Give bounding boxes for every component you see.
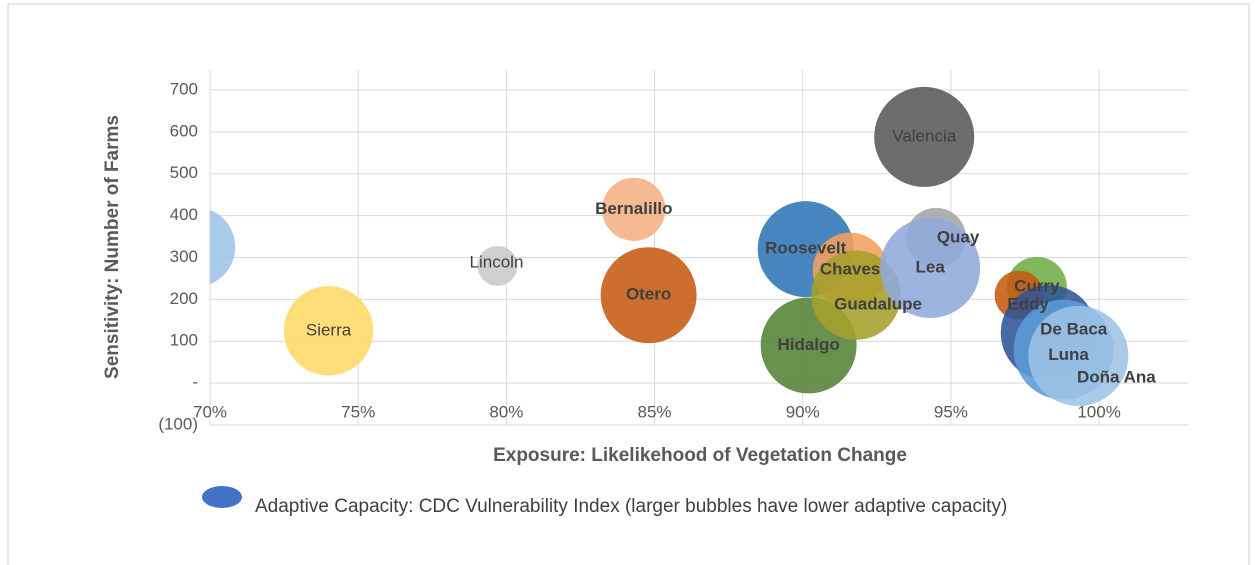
bubble-label: Curry [1014,276,1060,295]
legend-swatch [202,486,242,508]
bubble-label: Hidalgo [777,335,839,354]
y-tick-label: 100 [170,331,198,350]
x-tick-label: 95% [934,402,968,421]
y-tick-label: - [192,373,198,392]
bubble-label: Bernalillo [595,199,672,218]
bubble-label: De Baca [1040,319,1108,338]
x-tick-label: 85% [638,402,672,421]
y-tick-label: (100) [158,414,198,433]
bubble [811,250,901,340]
bubble [600,247,697,344]
bubble-label: Eddy [1007,295,1049,314]
bubble-label: Chaves [820,260,880,279]
bubble-label: Valencia [892,126,956,145]
bubble [210,209,236,285]
bubble-label: Lincoln [470,252,524,271]
bubble-label: Otero [626,285,671,304]
bubble-label: Quay [937,227,980,246]
bubble-label: Lea [916,257,946,276]
x-tick-label: 70% [193,402,227,421]
y-tick-label: 200 [170,289,198,308]
y-tick-label: 600 [170,121,198,140]
y-axis-title: Sensitivity: Number of Farms [102,115,123,379]
y-tick-label: 700 [170,79,198,98]
x-axis-title: Exposure: Likelikehood of Vegetation Cha… [493,445,907,466]
bubble [874,86,975,187]
bubble [283,286,374,376]
y-tick-label: 500 [170,163,198,182]
x-tick-label: 90% [786,402,820,421]
x-tick-label: 100% [1077,402,1120,421]
y-tick-label: 400 [170,205,198,224]
bubble-label: Doña Ana [1077,367,1156,386]
x-tick-label: 75% [341,402,375,421]
bubble-label: Roosevelt [765,239,847,258]
y-tick-label: 300 [170,247,198,266]
bubble-label: Guadalupe [834,295,922,314]
x-tick-label: 80% [489,402,523,421]
legend-label: Adaptive Capacity: CDC Vulnerability Ind… [255,496,1007,517]
bubble [602,177,666,241]
bubble-label: Luna [1048,345,1089,364]
bubble [1028,305,1129,406]
bubble [880,217,981,318]
bubble [477,245,518,286]
bubble-label: Sierra [306,320,352,339]
